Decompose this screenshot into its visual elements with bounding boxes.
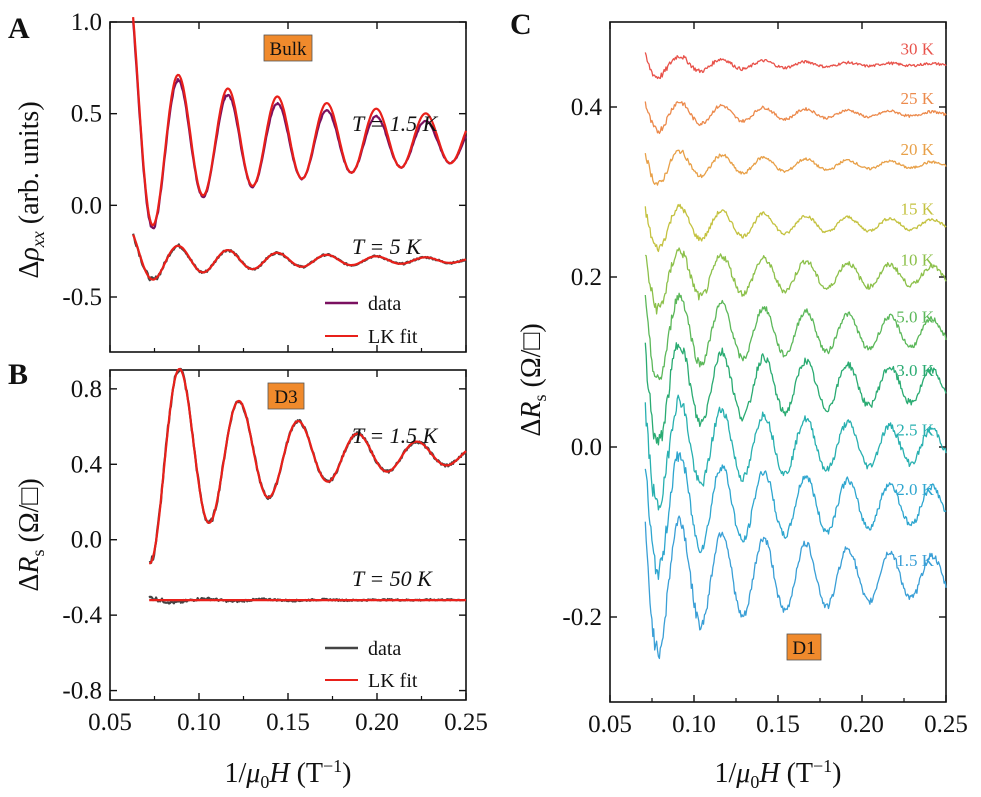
panel-a-annotation-1: T = 1.5 K [352,111,439,136]
series-line [644,247,947,315]
series-label: 2.5 K [896,420,935,439]
panel-a-legend-data: data [368,293,401,315]
panel-a-letter: A [8,12,30,45]
panel-a-legend-fit: LK fit [368,326,418,348]
panel-a-badge [263,34,313,62]
panel-c-series-labels: 30 K 25 K 20 K 15 K 10 K 5.0 K 3.0 K 2.5 K 2.0 K… [896,40,935,571]
x-tick-label: 0.10 [177,709,221,736]
series-line [132,17,468,227]
panel-a: A 1.0 0.5 0.0 -0.5 Bulk T = 1.5 K T = 5 K d… [8,9,468,353]
y-tick-label: 0.0 [71,527,102,554]
series-label: 15 K [900,199,934,218]
y-tick-label: -0.4 [62,602,102,629]
x-tick-label: 0.05 [88,709,132,736]
y-tick-label: -0.8 [62,678,102,705]
x-tick-label: 0.20 [840,711,884,738]
series-line [644,394,947,511]
x-tick-label: 0.05 [588,711,632,738]
series-label: 10 K [900,250,934,269]
series-line [132,234,467,281]
series-line [644,451,947,580]
panel-b-annotation-2: T = 50 K [352,566,433,591]
series-label: 25 K [900,89,934,108]
panel-c-xlabel: 1/μ0H (T−1) [715,756,842,792]
y-tick-label: 0.0 [571,434,602,461]
series-label: 5.0 K [896,307,935,326]
panel-b-badge-text: D3 [274,387,297,408]
series-line [644,52,947,80]
panel-c-badge [786,633,822,661]
series-label: 1.5 K [896,551,935,570]
panel-b-legend-data: data [368,638,401,660]
y-tick-label: -0.2 [562,604,602,631]
panel-c-series [644,52,947,660]
series-line [644,203,947,253]
series-line [644,149,947,186]
panel-a-badge-text: Bulk [270,39,307,60]
y-tick-label: 1.0 [71,9,102,36]
y-tick-label: 0.2 [571,264,602,291]
series-line [644,292,947,381]
panel-c-letter: C [510,8,532,41]
x-tick-label: 0.10 [672,711,716,738]
series-label: 3.0 K [896,361,935,380]
panel-b-legend-fit: LK fit [368,670,418,692]
panel-b-letter: B [8,358,28,391]
y-tick-label: 0.0 [71,192,102,219]
x-tick-label: 0.15 [756,711,800,738]
panel-a-annotation-2: T = 5 K [352,234,422,259]
series-label: 30 K [900,40,934,59]
panel-c-ylabel: ΔRs (Ω/□) [516,323,550,436]
y-tick-label: -0.5 [62,284,102,311]
panel-c-badge-text: D1 [792,638,815,659]
x-tick-label: 0.15 [266,709,310,736]
panel-b-series [148,367,467,605]
series-line [644,342,947,446]
panel-c: C 0.05 0.10 0.15 0.20 0.25 0.4 0.2 0.0 -0.2 30 K… [510,8,968,792]
x-tick-label: 0.20 [355,709,399,736]
series-line [644,101,947,135]
y-tick-label: 0.5 [71,101,102,128]
series-line [644,515,947,660]
panel-a-series [132,17,468,282]
panel-b-xlabel: 1/μ0H (T−1) [225,756,352,792]
panel-c-ticks: 0.05 0.10 0.15 0.20 0.25 0.4 0.2 0.0 -0.2 [562,22,968,738]
panel-a-ylabel: Δρxx (arb. units) [14,101,48,278]
y-tick-label: 0.4 [571,94,603,121]
panel-a-frame [109,21,467,353]
series-label: 20 K [900,140,934,159]
panel-b: B 0.05 0.10 0.15 0.20 0.250.80.40.0-0.4-0.8 … [8,358,488,792]
x-tick-label: 0.25 [924,711,968,738]
y-tick-label: 0.4 [71,451,103,478]
panel-b-frame [109,369,467,701]
panel-b-badge [267,382,305,410]
series-line [148,367,467,565]
series-label: 2.0 K [896,480,935,499]
y-tick-label: 0.8 [71,376,102,403]
panel-a-ticks: 1.0 0.5 0.0 -0.5 [62,9,467,352]
panel-b-ticks: 0.05 0.10 0.15 0.20 0.25 0.8 0.4 0.0 -0.4 -0.8 [62,370,488,736]
x-tick-label: 0.25 [444,709,488,736]
panel-b-annotation-1: T = 1.5 K [352,423,439,448]
panel-b-ylabel: ΔRs (Ω/□) [14,478,48,591]
